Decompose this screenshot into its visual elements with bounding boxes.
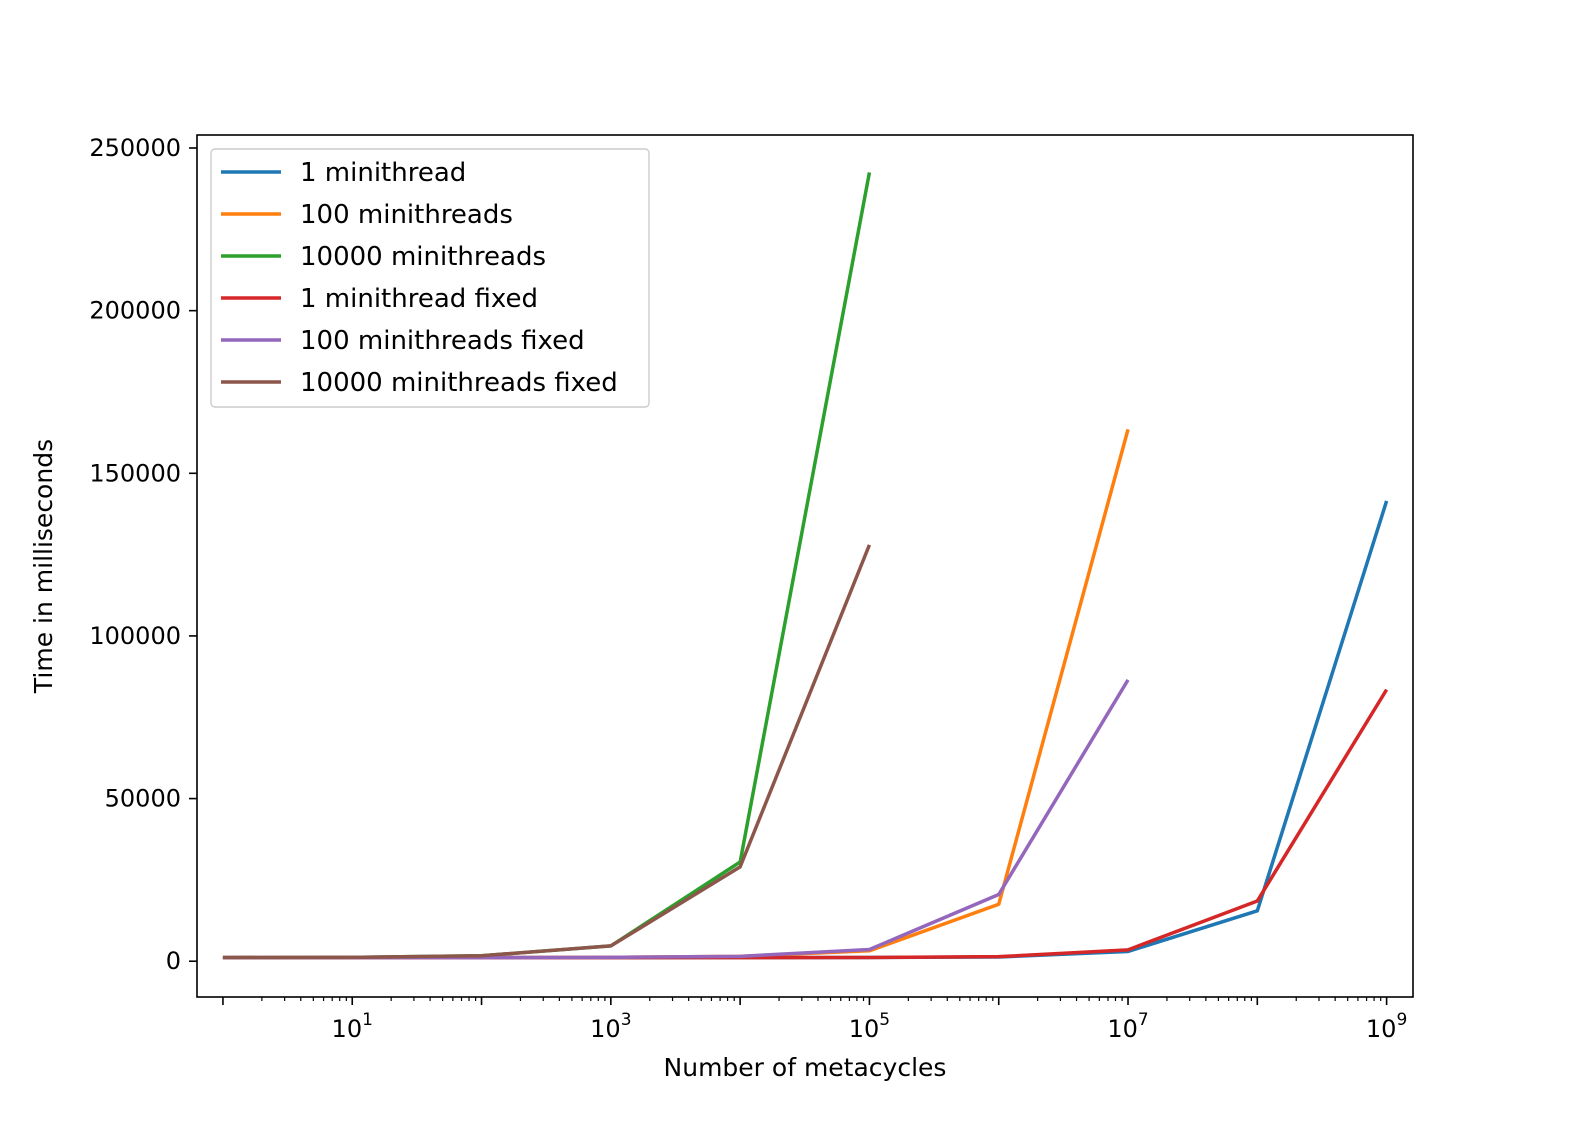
legend-frame: [210, 148, 650, 408]
legend-label-0: 1 minithread: [300, 158, 466, 188]
legend-label-2: 10000 minithreads: [300, 242, 546, 272]
legend: 1 minithread 100 minithreads 10000 minithr…: [210, 148, 650, 408]
legend-label-4: 100 minithreads fixed: [300, 326, 585, 356]
x-tick-label: 105: [849, 1010, 890, 1043]
plot-frame: [196, 134, 1414, 998]
x-tick-exponent: 7: [1138, 1010, 1149, 1030]
x-tick-base: 10: [590, 1015, 621, 1043]
series-line-5: [222, 544, 872, 960]
y-tick-label: 250000: [89, 134, 181, 162]
x-tick-label: 101: [332, 1010, 373, 1043]
x-tick-base: 10: [1107, 1015, 1138, 1043]
x-axis-label: Number of metacycles: [664, 1053, 947, 1082]
x-tick-label: 109: [1366, 1010, 1407, 1043]
y-tick-label: 0: [166, 947, 181, 975]
x-tick-label: 107: [1107, 1010, 1148, 1043]
y-axis-label: Time in milliseconds: [29, 439, 58, 694]
series-layer: [222, 172, 1389, 960]
x-tick-exponent: 1: [362, 1010, 373, 1030]
x-tick-exponent: 5: [879, 1010, 890, 1030]
y-tick-label: 150000: [89, 459, 181, 487]
x-axis: 101 103 105 107 109: [222, 997, 1407, 1043]
y-axis: 0 50000 100000 150000 200000 250000: [89, 134, 197, 975]
y-tick-label: 100000: [89, 622, 181, 650]
x-tick-base: 10: [1366, 1015, 1397, 1043]
x-tick-exponent: 9: [1396, 1010, 1407, 1030]
y-tick-label: 50000: [105, 785, 181, 813]
legend-label-3: 1 minithread fixed: [300, 284, 538, 314]
legend-label-5: 10000 minithreads fixed: [300, 368, 618, 398]
x-tick-base: 10: [332, 1015, 363, 1043]
y-tick-label: 200000: [89, 297, 181, 325]
legend-label-1: 100 minithreads: [300, 200, 513, 230]
x-tick-label: 103: [590, 1010, 631, 1043]
x-tick-exponent: 3: [621, 1010, 632, 1030]
x-tick-base: 10: [849, 1015, 880, 1043]
